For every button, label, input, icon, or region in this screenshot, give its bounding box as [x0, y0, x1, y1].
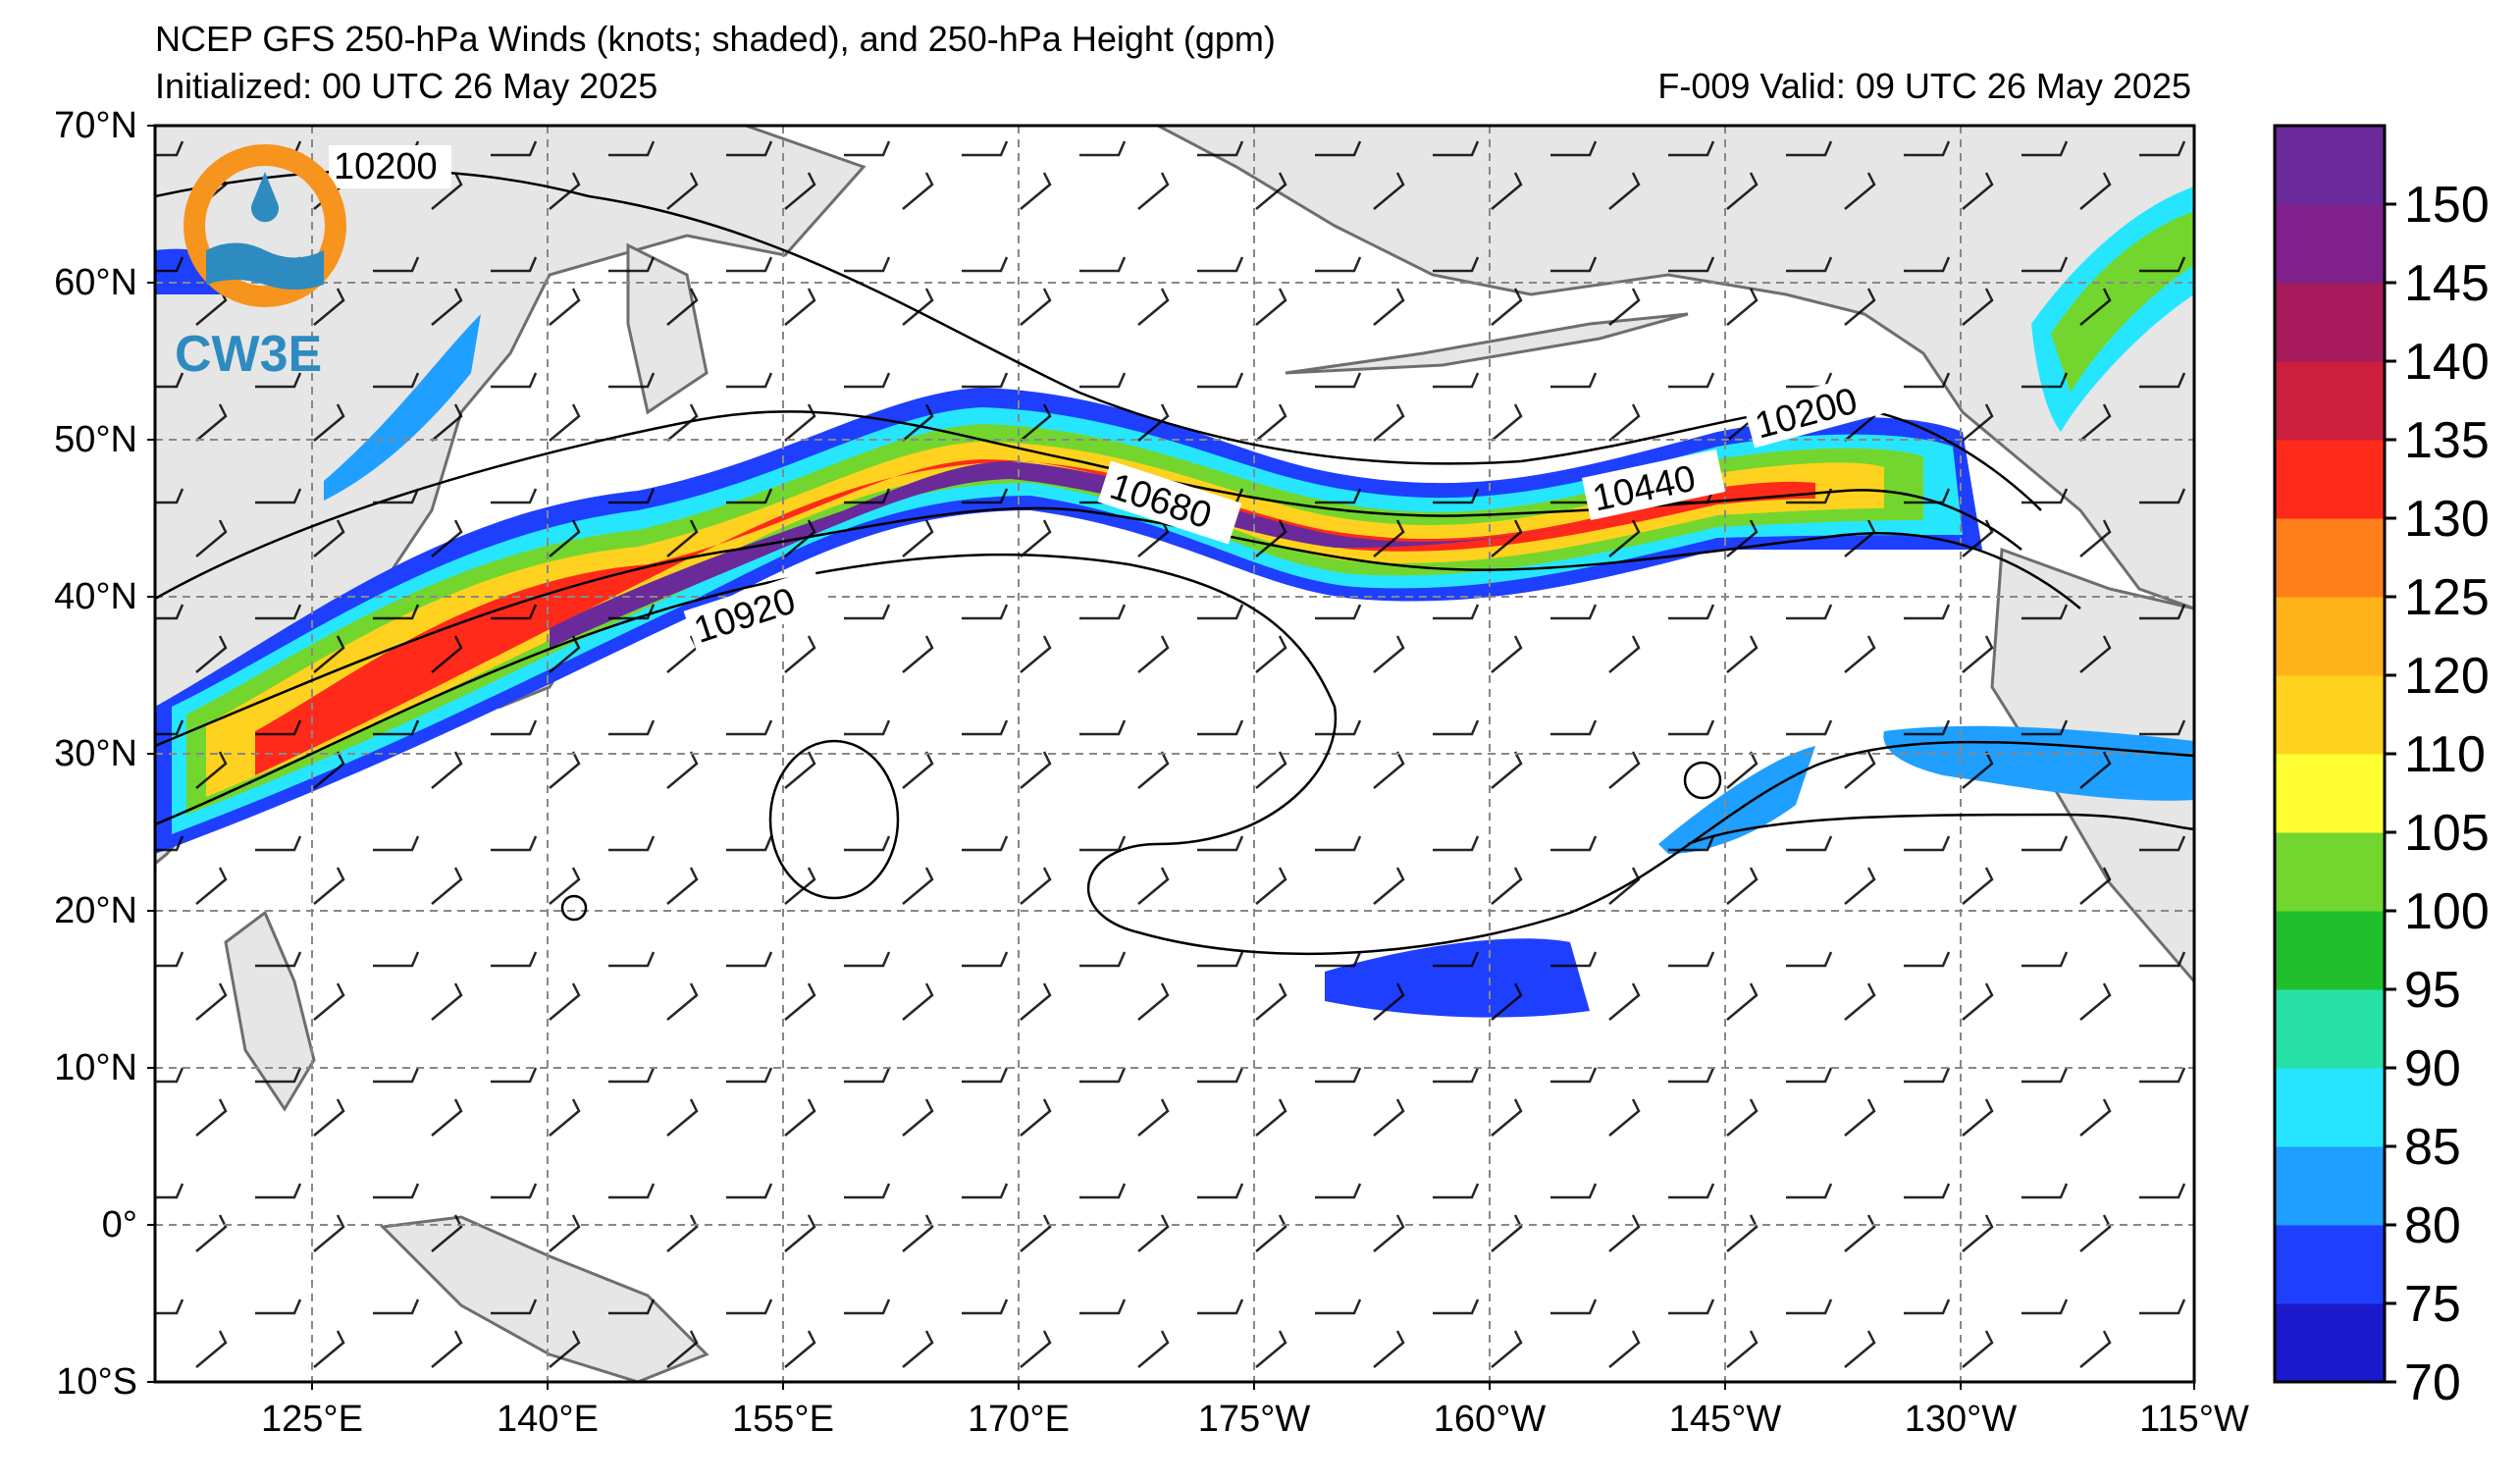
lon-tick-label: 170°E [968, 1399, 1070, 1440]
map-title: NCEP GFS 250-hPa Winds (knots; shaded), … [155, 19, 1276, 59]
colorbar-ticks: 150 145 140 135 130 125 120 110 105 100 95 90 85 80 75… [2385, 177, 2490, 1411]
colorbar-swatch [2275, 1146, 2385, 1226]
colorbar-swatch [2275, 1303, 2385, 1383]
lon-axis: 125°E 140°E 155°E 170°E 175°W 160°W 145°… [261, 1382, 2249, 1440]
colorbar-tick-label: 90 [2404, 1040, 2461, 1097]
high-center [768, 739, 900, 900]
lat-tick-label: 60°N [54, 262, 137, 303]
colorbar-tick-label: 110 [2404, 726, 2486, 783]
cw3e-logo: CW3E [175, 144, 346, 383]
lat-tick-label: 0° [102, 1204, 137, 1245]
colorbar-swatch [2275, 283, 2385, 362]
colorbar-tick-label: 140 [2404, 334, 2490, 391]
map-panel: 10200 10440 10680 10920 10200 [155, 126, 2194, 1382]
colorbar-tick-label: 120 [2404, 648, 2490, 705]
colorbar-swatch [2275, 911, 2385, 990]
colorbar-swatch [2275, 204, 2385, 284]
lat-tick-label: 40°N [54, 576, 137, 617]
lat-tick-label: 10°S [56, 1361, 137, 1403]
colorbar-tick-label: 70 [2404, 1354, 2461, 1411]
logo-text: CW3E [175, 326, 322, 383]
contour-10920-b [1687, 813, 2194, 846]
small-high-center [560, 894, 588, 922]
colorbar-swatch [2275, 1068, 2385, 1147]
small-low-center [1683, 761, 1722, 800]
colorbar-tick-label: 95 [2404, 962, 2461, 1019]
colorbar-swatch [2275, 832, 2385, 912]
lon-tick-label: 140°E [497, 1399, 599, 1440]
colorbar-tick-label: 105 [2404, 805, 2490, 862]
lat-axis: 70°N 60°N 50°N 40°N 30°N 20°N 10°N 0° 10… [54, 105, 155, 1403]
lon-tick-label: 175°W [1198, 1399, 1311, 1440]
colorbar-swatch [2275, 518, 2385, 598]
lon-tick-label: 145°W [1669, 1399, 1782, 1440]
colorbar-tick-label: 150 [2404, 177, 2490, 234]
colorbar-swatch [2275, 675, 2385, 755]
colorbar-swatch [2275, 597, 2385, 676]
colorbar-swatches [2275, 126, 2385, 1383]
colorbar-tick-label: 85 [2404, 1119, 2461, 1176]
lon-tick-label: 155°E [732, 1399, 834, 1440]
colorbar-tick-label: 145 [2404, 255, 2490, 312]
colorbar-tick-label: 80 [2404, 1197, 2461, 1254]
colorbar-tick-label: 135 [2404, 412, 2490, 469]
colorbar-swatch [2275, 754, 2385, 833]
colorbar-tick-label: 125 [2404, 569, 2490, 626]
lat-tick-label: 10°N [54, 1047, 137, 1088]
valid-time: F-009 Valid: 09 UTC 26 May 2025 [1657, 66, 2191, 106]
colorbar: 150 145 140 135 130 125 120 110 105 100 95 90 85 80 75… [2273, 124, 2490, 1411]
lon-tick-label: 160°W [1434, 1399, 1547, 1440]
lat-tick-label: 20°N [54, 890, 137, 931]
lon-tick-label: 115°W [2139, 1399, 2249, 1440]
colorbar-swatch [2275, 440, 2385, 519]
colorbar-swatch [2275, 1225, 2385, 1304]
colorbar-swatch [2275, 361, 2385, 441]
initialized-time: Initialized: 00 UTC 26 May 2025 [155, 66, 658, 106]
contour-labels: 10200 10440 10680 10920 10200 [329, 145, 1888, 653]
lon-tick-label: 125°E [261, 1399, 363, 1440]
colorbar-tick-label: 130 [2404, 491, 2490, 548]
lat-tick-label: 30°N [54, 733, 137, 774]
colorbar-tick-label: 100 [2404, 883, 2490, 940]
contour-10440 [155, 410, 2022, 601]
gridlines [155, 126, 2194, 1382]
lat-tick-label: 50°N [54, 419, 137, 460]
colorbar-swatch [2275, 126, 2385, 205]
contour-label: 10200 [334, 146, 438, 187]
lat-tick-label: 70°N [54, 105, 137, 146]
colorbar-swatch [2275, 989, 2385, 1069]
lon-tick-label: 130°W [1905, 1399, 2018, 1440]
colorbar-tick-label: 75 [2404, 1276, 2461, 1333]
